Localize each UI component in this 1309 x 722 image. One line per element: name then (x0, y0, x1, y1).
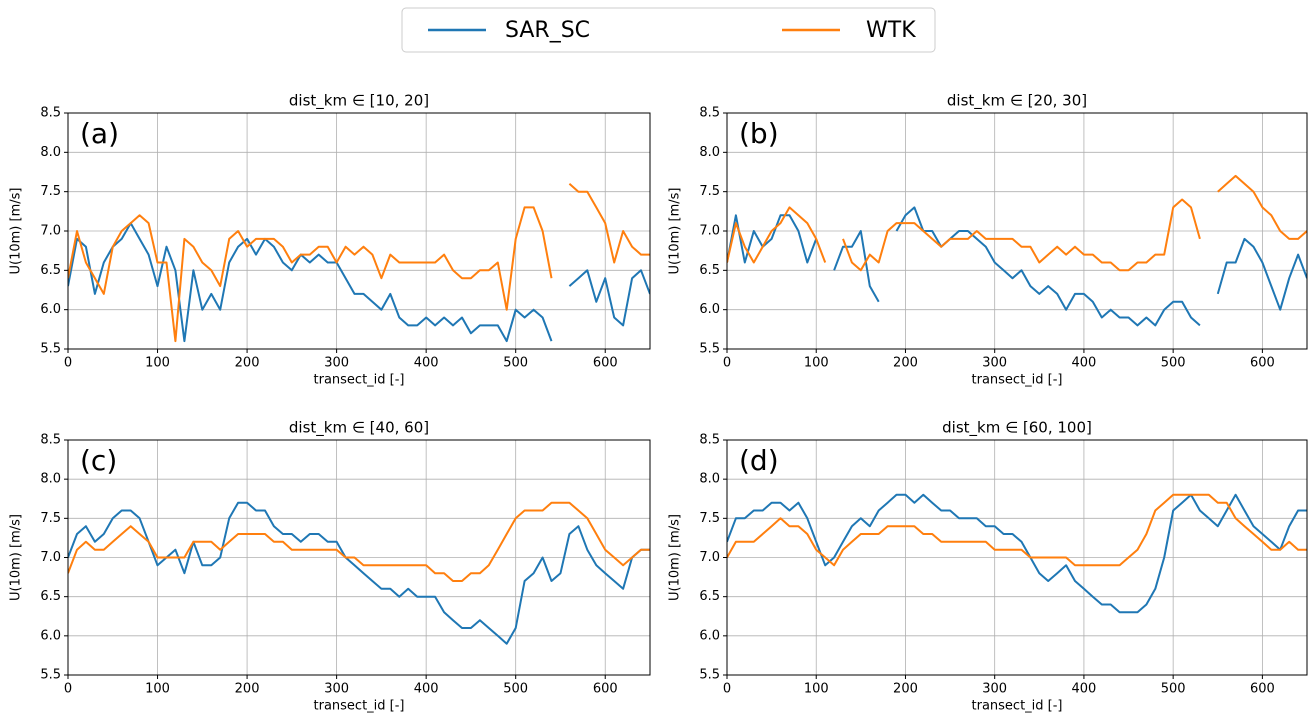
y-tick-label: 7.5 (40, 184, 61, 199)
data-line (68, 222, 650, 343)
y-tick-label: 5.5 (699, 342, 720, 357)
panel-label: (c) (80, 444, 117, 477)
x-tick-label: 200 (893, 356, 918, 371)
data-line (68, 183, 650, 343)
x-tick-label: 100 (804, 682, 829, 697)
x-tick-label: 600 (1250, 682, 1275, 697)
x-axis-label: transect_id [-] (972, 699, 1063, 714)
legend-label: SAR_SC (505, 18, 590, 43)
x-axis-label: transect_id [-] (314, 373, 405, 388)
y-tick-label: 5.5 (40, 668, 61, 683)
x-tick-label: 600 (593, 682, 618, 697)
x-tick-label: 0 (723, 682, 731, 697)
x-tick-label: 500 (503, 682, 528, 697)
x-tick-label: 0 (64, 356, 72, 371)
y-axis-label: U(10m) [m/s] (9, 514, 24, 601)
data-line (727, 174, 1307, 272)
y-tick-label: 5.5 (40, 342, 61, 357)
y-tick-label: 8.5 (40, 106, 61, 121)
x-tick-label: 200 (893, 682, 918, 697)
data-line (727, 493, 1307, 614)
x-tick-label: 200 (235, 682, 260, 697)
x-tick-label: 300 (324, 356, 349, 371)
y-tick-label: 8.0 (699, 472, 720, 487)
subplot-title: dist_km ∈ [10, 20] (289, 92, 429, 111)
y-tick-label: 6.5 (699, 589, 720, 604)
x-tick-label: 400 (1072, 356, 1097, 371)
y-tick-label: 6.0 (40, 628, 61, 643)
x-tick-label: 600 (1250, 356, 1275, 371)
y-tick-label: 6.5 (699, 263, 720, 278)
x-tick-label: 100 (145, 682, 170, 697)
legend-label: WTK (866, 18, 916, 43)
data-line (68, 501, 650, 582)
y-tick-label: 7.0 (699, 224, 720, 239)
y-tick-label: 8.5 (699, 433, 720, 448)
y-axis-label: U(10m) [m/s] (9, 188, 24, 275)
data-line (68, 501, 650, 645)
y-tick-label: 7.0 (699, 550, 720, 565)
y-tick-label: 6.0 (699, 628, 720, 643)
y-tick-label: 7.5 (40, 511, 61, 526)
plot-frame (67, 112, 651, 350)
y-tick-label: 8.5 (40, 433, 61, 448)
y-tick-label: 5.5 (699, 668, 720, 683)
legend-box (401, 7, 936, 53)
y-tick-label: 6.5 (40, 263, 61, 278)
y-tick-label: 7.0 (40, 550, 61, 565)
x-tick-label: 300 (324, 682, 349, 697)
y-tick-label: 6.5 (40, 589, 61, 604)
y-tick-label: 8.0 (40, 472, 61, 487)
panel-label: (b) (739, 117, 779, 150)
x-axis-label: transect_id [-] (972, 373, 1063, 388)
x-tick-label: 500 (1161, 356, 1186, 371)
data-line (727, 206, 1307, 327)
plot-frame (67, 439, 651, 676)
x-tick-label: 400 (414, 356, 439, 371)
y-tick-label: 7.5 (699, 511, 720, 526)
y-tick-label: 8.0 (699, 145, 720, 160)
x-tick-label: 500 (503, 356, 528, 371)
x-tick-label: 0 (64, 682, 72, 697)
y-tick-label: 8.0 (40, 145, 61, 160)
x-tick-label: 400 (414, 682, 439, 697)
y-axis-label: U(10m) [m/s] (668, 514, 683, 601)
y-axis-label: U(10m) [m/s] (668, 188, 683, 275)
subplot-title: dist_km ∈ [60, 100] (942, 419, 1092, 438)
data-line (727, 493, 1307, 567)
plot-frame (726, 439, 1308, 676)
x-tick-label: 100 (804, 356, 829, 371)
x-tick-label: 600 (593, 356, 618, 371)
y-tick-label: 8.5 (699, 106, 720, 121)
subplot-title: dist_km ∈ [40, 60] (289, 419, 429, 438)
subplot-title: dist_km ∈ [20, 30] (947, 92, 1087, 111)
y-tick-label: 7.0 (40, 224, 61, 239)
y-tick-label: 7.5 (699, 184, 720, 199)
x-tick-label: 300 (982, 356, 1007, 371)
panel-label: (a) (80, 117, 119, 150)
y-tick-label: 6.0 (699, 302, 720, 317)
x-axis-label: transect_id [-] (314, 699, 405, 714)
x-tick-label: 400 (1072, 682, 1097, 697)
x-tick-label: 100 (145, 356, 170, 371)
y-tick-label: 6.0 (40, 302, 61, 317)
x-tick-label: 200 (235, 356, 260, 371)
panel-label: (d) (739, 444, 779, 477)
plot-frame (726, 112, 1308, 350)
x-tick-label: 300 (982, 682, 1007, 697)
x-tick-label: 500 (1161, 682, 1186, 697)
x-tick-label: 0 (723, 356, 731, 371)
